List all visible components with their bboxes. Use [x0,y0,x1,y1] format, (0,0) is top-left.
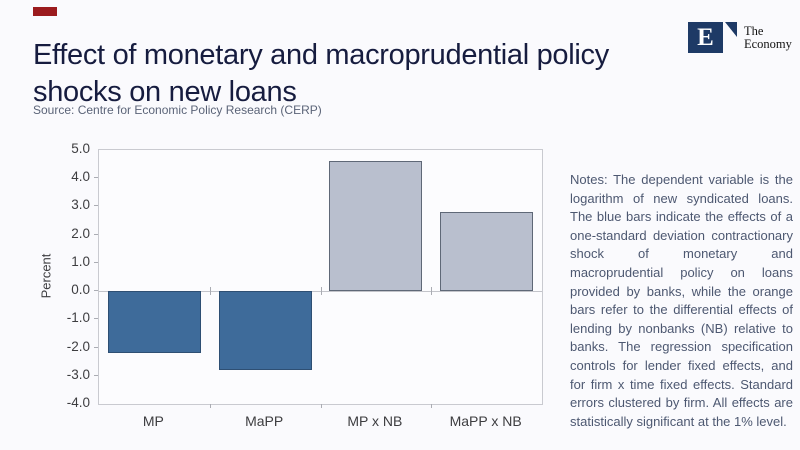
category-tick [209,404,211,408]
x-axis-label: MaPP [245,413,284,429]
y-axis-tick [94,346,98,348]
y-axis-tick [94,233,98,235]
bar-mapp [218,291,312,371]
y-axis-tick [94,205,98,207]
plot-area [98,149,543,408]
x-axis-label: MaPP x NB [449,413,522,429]
y-axis-tick-label: 2.0 [71,225,90,241]
category-tick [431,287,433,296]
y-axis-tick [94,318,98,320]
y-axis-tick [94,290,98,292]
y-axis-tick [94,374,98,376]
bar-mp [107,291,201,354]
logo-quote-icon [725,22,737,37]
category-tick [320,404,322,408]
logo-wordmark: The Economy [744,25,792,51]
category-tick [320,287,322,296]
logo-wordmark-line1: The [744,24,764,38]
y-axis-tick-label: -1.0 [66,310,90,326]
y-axis-tick [94,261,98,263]
x-axis-label: MP [142,413,164,429]
x-axis-label: MP x NB [347,413,403,429]
bar-mapp-x-nb [440,212,534,292]
logo-letter: E [697,23,714,51]
logo: E The Economy [688,22,792,53]
notes-text: Notes: The dependent variable is the log… [570,172,793,429]
y-axis-tick-label: -3.0 [66,366,90,382]
accent-bar [33,7,57,16]
y-axis-tick-label: 5.0 [71,141,90,156]
category-tick [431,404,433,408]
y-axis-tick [94,177,98,179]
logo-wordmark-line2: Economy [744,37,792,51]
y-axis-tick-label: 4.0 [71,169,90,185]
page-title: Effect of monetary and macroprudential p… [33,39,609,109]
y-axis-tick-label: 3.0 [71,197,90,213]
logo-e-icon: E [688,22,723,53]
bar-mp-x-nb [329,161,423,292]
y-axis-tick-label: -2.0 [66,338,90,354]
y-axis-tick-label: 0.0 [71,282,90,298]
y-axis-tick-label: 1.0 [71,253,90,269]
y-axis-tick-label: -4.0 [66,395,90,410]
category-tick [209,287,211,296]
source-caption: Source: Centre for Economic Policy Resea… [33,103,322,117]
